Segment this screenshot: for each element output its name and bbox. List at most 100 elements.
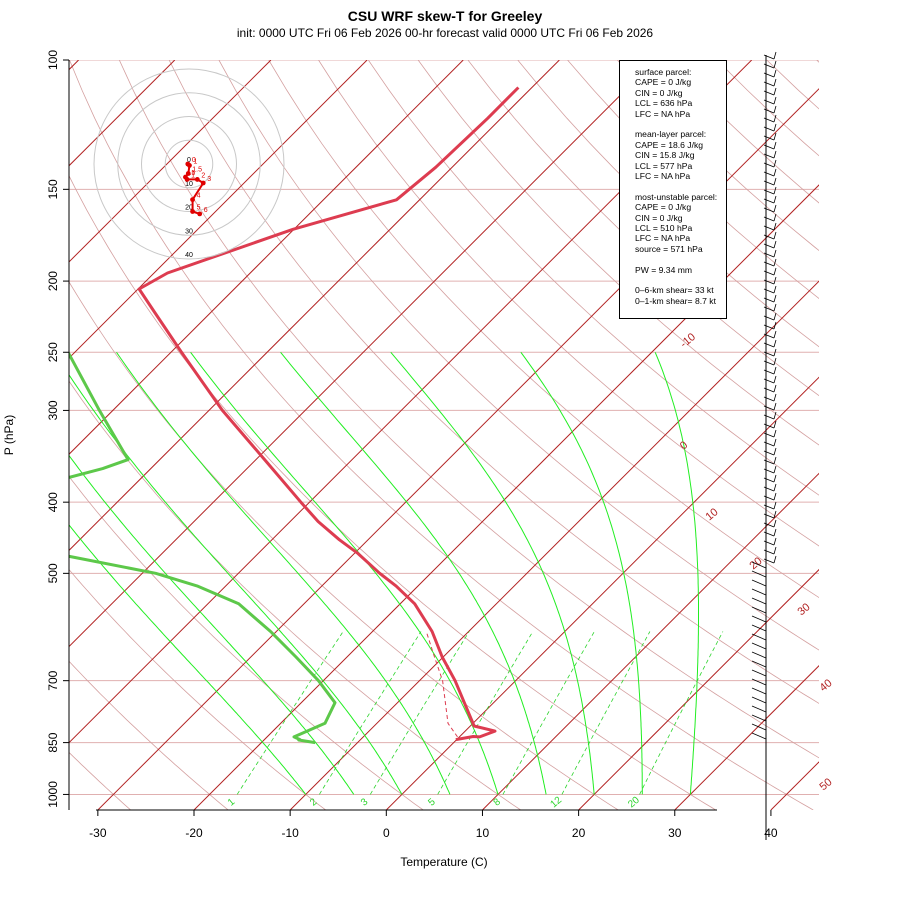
- mixing-ratio-line: [236, 631, 344, 795]
- wind-barb: [773, 114, 777, 123]
- moist-adiabat-line: [280, 351, 547, 795]
- wind-barb: [751, 588, 767, 596]
- legend-pw: PW = 9.34 mm: [635, 265, 726, 275]
- x-tick-label: 40: [764, 826, 778, 840]
- wind-barb: [773, 501, 777, 510]
- wind-barb: [751, 669, 767, 677]
- wind-barb: [763, 342, 775, 348]
- mixing-ratio-line: [561, 631, 651, 795]
- wind-barb: [763, 549, 775, 555]
- legend-surface-line: CAPE = 0 J/kg: [635, 77, 692, 88]
- wind-barb: [763, 540, 775, 546]
- wind-barb: [773, 330, 777, 339]
- mixing-ratio-line: [502, 631, 595, 795]
- wind-barb: [763, 441, 775, 447]
- wind-barb: [751, 615, 767, 623]
- y-tick-label: 400: [46, 492, 60, 512]
- wind-barb: [773, 492, 777, 501]
- isotherm-line: [193, 184, 819, 810]
- wind-barb: [773, 240, 777, 249]
- legend-most-unstable-line: source = 571 hPa: [635, 243, 703, 254]
- wind-barb: [763, 99, 775, 105]
- wind-barb: [763, 450, 775, 456]
- profile-layer: [69, 86, 520, 745]
- wind-barb: [773, 510, 777, 519]
- hodograph-ring-label: 20: [185, 205, 193, 212]
- wind-barb: [773, 384, 777, 393]
- hodograph-point-label: 4: [197, 193, 201, 200]
- hodograph-point-label: 2: [201, 172, 205, 179]
- isotherm-label: 40: [818, 677, 835, 694]
- isotherm-label: 30: [796, 601, 813, 618]
- wind-barb: [773, 537, 777, 546]
- isotherm-line: [69, 60, 272, 263]
- wind-barb: [763, 297, 775, 303]
- wind-barb: [773, 474, 777, 483]
- wind-barb: [763, 90, 775, 96]
- hodograph-point: [197, 211, 203, 217]
- mixing-ratio-line: [319, 631, 422, 795]
- legend-mean-layer-line: mean-layer parcel:: [635, 129, 707, 140]
- dry-adiabat-line: [168, 60, 819, 704]
- wind-barb: [773, 231, 777, 240]
- temperature-profile-line: [137, 86, 520, 742]
- wind-barb: [763, 360, 775, 366]
- wind-barb: [763, 117, 775, 123]
- mixing-ratio-label: 5: [426, 796, 438, 808]
- wind-barb: [763, 153, 775, 159]
- wind-barb: [773, 285, 777, 294]
- x-tick-label: -20: [185, 826, 203, 840]
- dry-adiabat-line: [218, 60, 819, 651]
- hodograph-point-label: 5: [197, 205, 201, 212]
- wind-barb: [763, 504, 775, 510]
- legend-mean-layer-parcel: mean-layer parcel: CAPE = 18.6 J/kg CIN = …: [635, 129, 726, 181]
- wind-barb: [751, 579, 767, 587]
- wind-barb: [751, 606, 767, 614]
- isotherm-line: [69, 60, 560, 552]
- dry-adiabat-line: [318, 60, 819, 547]
- hodograph-point: [190, 197, 195, 203]
- dry-adiabat-line: [69, 660, 229, 810]
- dry-adiabat-line: [866, 60, 900, 810]
- legend-most-unstable-line: CAPE = 0 J/kg: [635, 202, 692, 213]
- legend-most-unstable-line: CIN = 0 J/kg: [635, 212, 683, 223]
- mixing-ratio-label: 2: [308, 796, 320, 808]
- hodograph-point: [194, 177, 200, 182]
- hodograph-point: [200, 180, 206, 186]
- wind-barb: [763, 459, 775, 465]
- wind-barb: [773, 87, 777, 96]
- wind-barb: [773, 321, 777, 330]
- hodograph-ring: [93, 68, 285, 260]
- parcel-legend: surface parcel: CAPE = 0 J/kg CIN = 0 J/kg…: [619, 60, 727, 319]
- mixing-ratio-label: 3: [359, 796, 371, 808]
- dry-adiabat-line: [69, 281, 619, 810]
- dry-adiabat-line: [816, 60, 819, 63]
- wind-barb: [773, 339, 777, 348]
- hodograph-point-label: 1.5: [192, 167, 202, 174]
- dewpoint-profile-line: [69, 350, 337, 745]
- wind-barb: [773, 294, 777, 303]
- wind-barb: [763, 252, 775, 258]
- wind-barb: [751, 723, 767, 731]
- wind-barb: [751, 624, 767, 632]
- wind-barb: [773, 357, 777, 366]
- x-axis-label: Temperature (C): [400, 855, 487, 869]
- x-tick-label: 20: [572, 826, 586, 840]
- wind-barb: [751, 687, 767, 695]
- wind-barb: [763, 234, 775, 240]
- wind-barb: [763, 405, 775, 411]
- legend-shear-line: 0–6-km shear= 33 kt: [635, 285, 714, 296]
- wind-barb: [763, 279, 775, 285]
- x-tick-label: -10: [281, 826, 299, 840]
- isotherm-line: [385, 376, 819, 810]
- wind-barb: [763, 396, 775, 402]
- isotherm-line: [482, 472, 819, 810]
- wind-barb: [751, 678, 767, 686]
- hodograph-point-label: .5: [189, 170, 195, 177]
- legend-pw-line: PW = 9.34 mm: [635, 264, 693, 275]
- wind-barb: [763, 225, 775, 231]
- wind-barb: [773, 276, 777, 285]
- dry-adiabat-line: [69, 380, 521, 810]
- wind-barb: [763, 369, 775, 375]
- y-axis-label: P (hPa): [2, 415, 16, 455]
